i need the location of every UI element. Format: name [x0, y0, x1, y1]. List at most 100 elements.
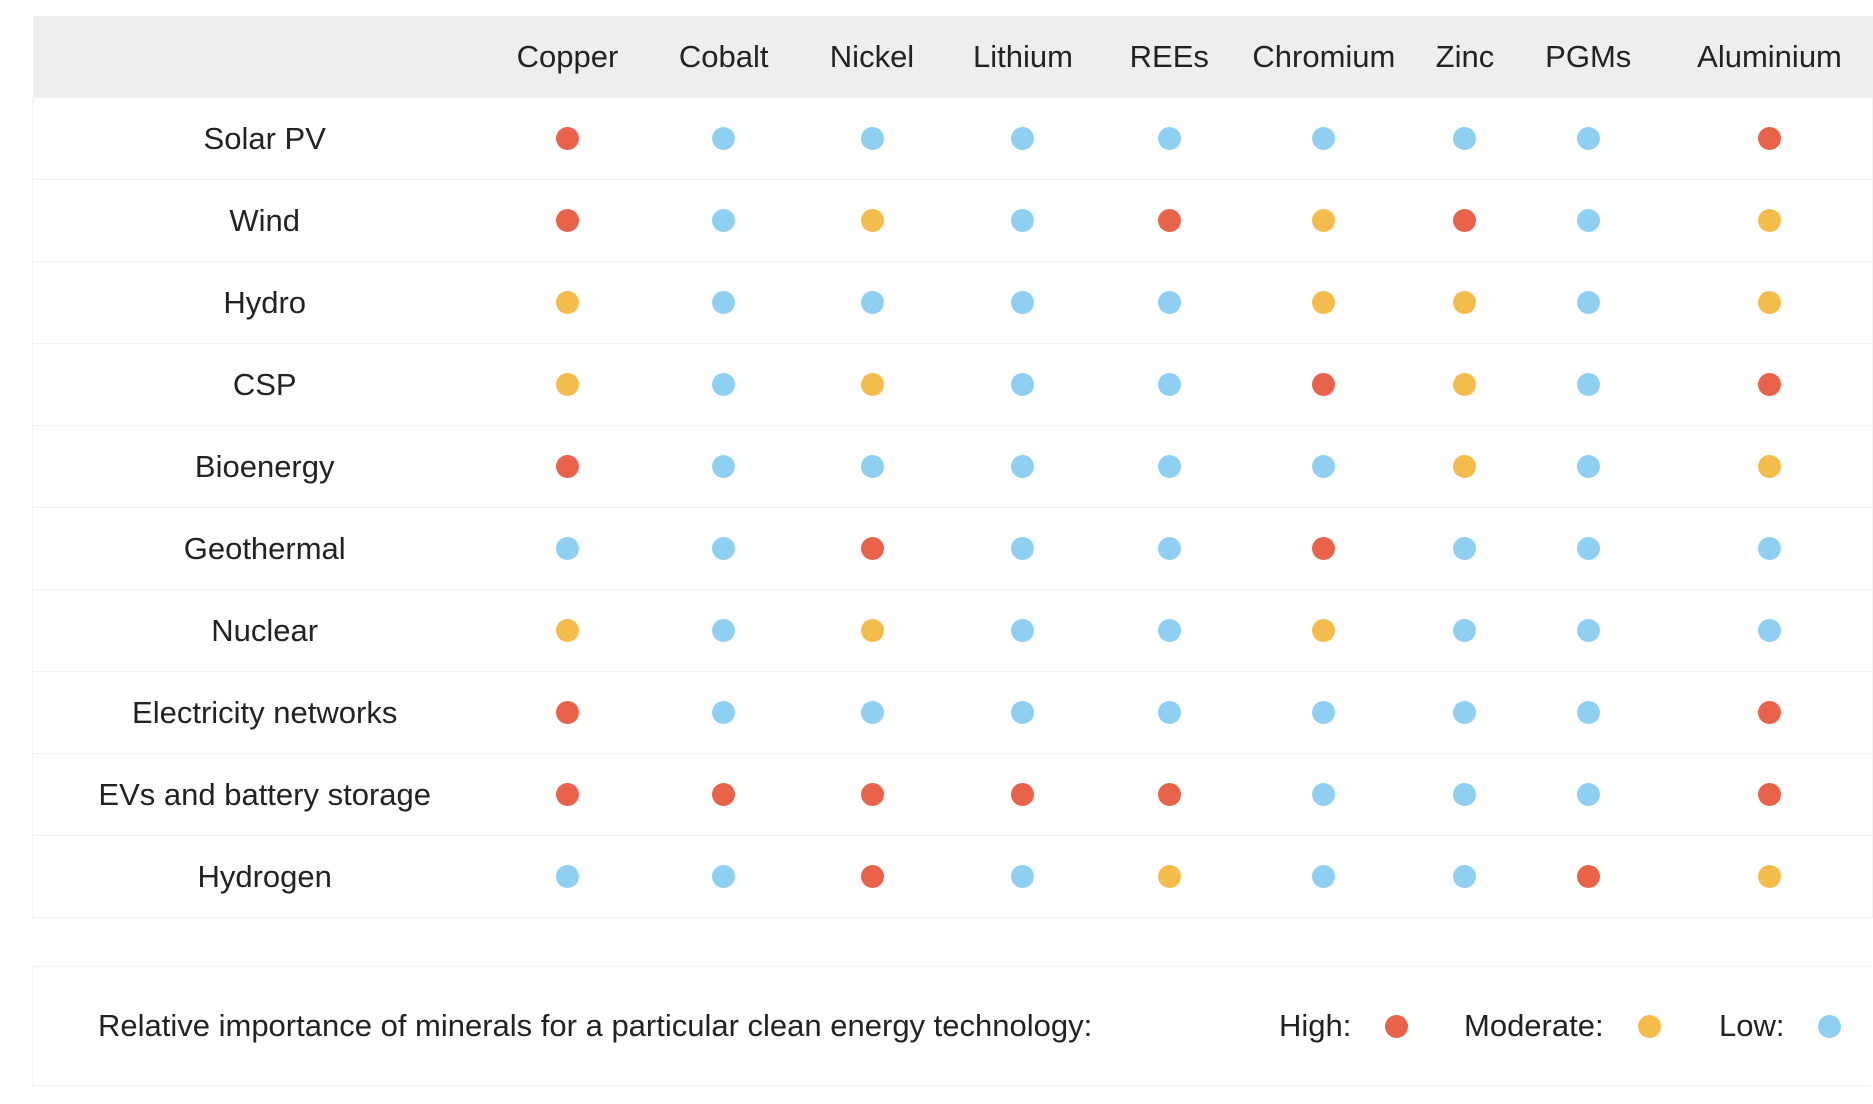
importance-dot-low	[1011, 537, 1035, 560]
table-row: Geothermal	[32, 507, 1873, 590]
importance-dot-low	[1576, 373, 1600, 396]
matrix-cell	[496, 97, 639, 180]
matrix-cell	[1227, 589, 1421, 672]
importance-dot-low	[1453, 865, 1477, 888]
legend-label-high: High:	[1279, 1008, 1352, 1043]
matrix-cell	[496, 425, 639, 508]
importance-dot-low	[1011, 373, 1035, 396]
importance-dot-high	[1757, 127, 1781, 150]
row-label: Geothermal	[32, 507, 497, 590]
legend-dot-high	[1385, 1014, 1409, 1038]
importance-dot-moderate	[1453, 373, 1477, 396]
importance-dot-moderate	[1157, 865, 1181, 888]
matrix-cell	[935, 507, 1111, 590]
matrix-cell	[1666, 671, 1873, 754]
matrix-cell	[1666, 835, 1873, 918]
table-row: Solar PV	[32, 97, 1873, 180]
row-label: Hydrogen	[32, 835, 497, 918]
table-row: Hydro	[32, 261, 1873, 344]
matrix-cell	[935, 589, 1111, 672]
column-header-zinc: Zinc	[1435, 38, 1495, 74]
matrix-cell	[808, 343, 936, 426]
column-header-lithium: Lithium	[973, 38, 1073, 74]
matrix-cell	[935, 261, 1111, 344]
matrix-cell	[1666, 261, 1873, 344]
row-label: Electricity networks	[32, 671, 497, 754]
matrix-cell	[935, 753, 1111, 836]
column-header-chromium: Chromium	[1252, 38, 1396, 74]
importance-dot-low	[1157, 291, 1181, 314]
matrix-cell	[638, 671, 809, 754]
importance-dot-low	[1576, 455, 1600, 478]
importance-dot-low	[1011, 127, 1035, 150]
importance-dot-high	[1157, 209, 1181, 232]
importance-dot-moderate	[1312, 291, 1336, 314]
matrix-cell	[808, 507, 936, 590]
importance-dot-low	[712, 455, 736, 478]
matrix-cell	[808, 425, 936, 508]
importance-dot-high	[1757, 373, 1781, 396]
legend-title: Relative importance of minerals for a pa…	[98, 1008, 1093, 1043]
importance-dot-low	[1011, 209, 1035, 232]
importance-dot-low	[1576, 783, 1600, 806]
matrix-cell	[1110, 343, 1228, 426]
importance-dot-low	[712, 619, 736, 642]
importance-dot-high	[712, 783, 736, 806]
table-row: Wind	[32, 179, 1873, 262]
matrix-cell	[1666, 179, 1873, 262]
matrix-cell	[1420, 507, 1510, 590]
matrix-cell	[1110, 507, 1228, 590]
matrix-cell	[638, 753, 809, 836]
importance-dot-high	[555, 701, 579, 724]
matrix-cell	[935, 343, 1111, 426]
importance-dot-high	[1757, 783, 1781, 806]
row-label: Wind	[32, 179, 497, 262]
importance-dot-low	[1453, 537, 1477, 560]
row-label: CSP	[32, 343, 497, 426]
row-label: EVs and battery storage	[32, 753, 497, 836]
importance-dot-high	[860, 865, 884, 888]
importance-dot-moderate	[1757, 865, 1781, 888]
importance-dot-moderate	[860, 619, 884, 642]
importance-dot-low	[1312, 127, 1336, 150]
legend-dot-low	[1818, 1014, 1842, 1038]
importance-dot-low	[860, 701, 884, 724]
importance-dot-low	[712, 373, 736, 396]
matrix-cell	[808, 261, 936, 344]
matrix-cell	[1110, 261, 1228, 344]
matrix-cell	[638, 97, 809, 180]
matrix-cell	[935, 835, 1111, 918]
matrix-cell	[1666, 425, 1873, 508]
importance-dot-low	[1312, 701, 1336, 724]
matrix-cell	[496, 671, 639, 754]
matrix-cell	[808, 179, 936, 262]
legend-item-low: Low:	[1719, 967, 1842, 1085]
matrix-cell	[496, 179, 639, 262]
importance-dot-low	[1576, 209, 1600, 232]
matrix-cell	[1110, 179, 1228, 262]
importance-dot-low	[860, 455, 884, 478]
importance-dot-high	[555, 783, 579, 806]
matrix-cell	[1666, 97, 1873, 180]
matrix-cell	[638, 835, 809, 918]
matrix-cell	[1420, 671, 1510, 754]
matrix-cell	[808, 835, 936, 918]
matrix-cell	[1110, 671, 1228, 754]
matrix-cell	[808, 589, 936, 672]
row-label: Nuclear	[32, 589, 497, 672]
matrix-cell	[1110, 425, 1228, 508]
importance-dot-moderate	[1453, 291, 1477, 314]
matrix-cell	[638, 343, 809, 426]
matrix-cell	[496, 343, 639, 426]
importance-dot-moderate	[1757, 209, 1781, 232]
importance-dot-low	[1011, 455, 1035, 478]
importance-dot-low	[1157, 537, 1181, 560]
table-row: CSP	[32, 343, 1873, 426]
importance-dot-low	[1453, 619, 1477, 642]
matrix-cell	[1110, 97, 1228, 180]
importance-dot-high	[555, 127, 579, 150]
matrix-cell	[1110, 835, 1228, 918]
matrix-cell	[1509, 835, 1667, 918]
matrix-cell	[1509, 97, 1667, 180]
header-corner	[33, 16, 497, 98]
